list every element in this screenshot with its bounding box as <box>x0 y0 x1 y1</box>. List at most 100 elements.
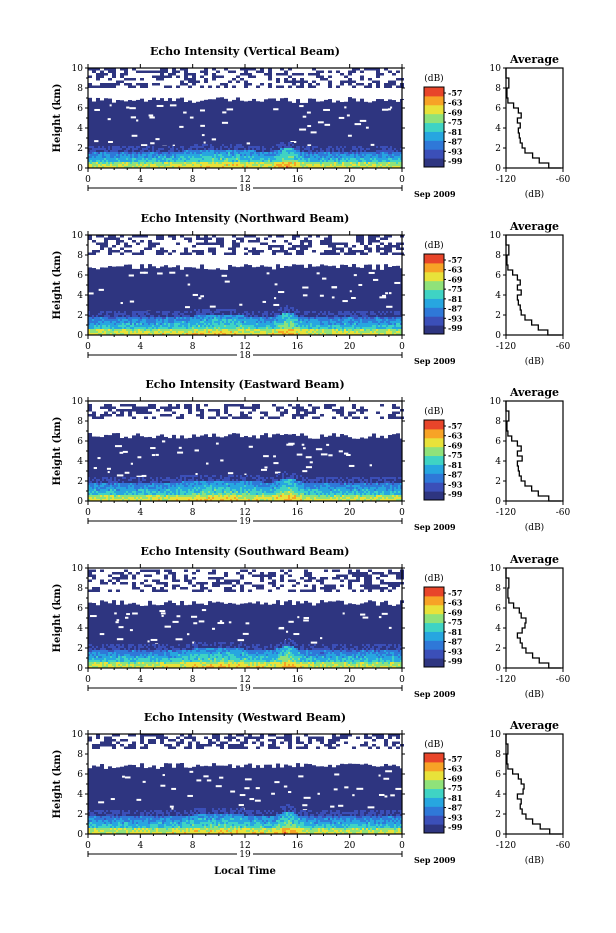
echo-cell <box>296 319 298 321</box>
echo-cell <box>296 404 300 407</box>
echo-cell <box>166 327 168 329</box>
echo-cell <box>300 317 302 319</box>
echo-cell <box>328 164 330 166</box>
echo-cell <box>204 331 206 333</box>
echo-cell <box>320 331 322 333</box>
echo-cell <box>302 331 304 333</box>
echo-cell <box>146 162 148 164</box>
echo-cell <box>170 319 172 321</box>
echo-cell <box>246 164 248 166</box>
echo-cell <box>182 329 184 331</box>
echo-cell <box>248 417 252 420</box>
echo-cell <box>234 327 236 329</box>
echo-cell <box>120 412 124 415</box>
echo-cell <box>308 325 310 327</box>
echo-cell <box>132 156 134 158</box>
echo-cell <box>228 309 230 311</box>
echo-cell <box>302 160 304 162</box>
echo-cell <box>284 144 286 146</box>
echo-cell <box>362 162 364 164</box>
echo-cell <box>228 248 232 251</box>
echo-cell <box>348 327 350 329</box>
echo-cell <box>252 156 254 158</box>
colorbar-tick-label: -75 <box>448 284 462 294</box>
echo-cell <box>132 404 136 407</box>
echo-cell <box>220 311 222 313</box>
echo-gap <box>176 436 180 438</box>
echo-cell <box>346 156 348 158</box>
echo-cell <box>222 156 224 158</box>
echo-gap <box>388 108 391 110</box>
echo-cell <box>178 146 180 148</box>
echo-cell <box>334 146 336 148</box>
echo-cell <box>308 158 310 160</box>
echo-cell <box>182 311 184 313</box>
echo-cell <box>344 317 346 319</box>
echo-cell <box>322 154 324 156</box>
echo-cell <box>194 317 196 319</box>
echo-cell <box>348 148 350 150</box>
echo-cell <box>90 158 92 160</box>
echo-cell <box>254 313 256 315</box>
echo-cell <box>182 321 184 323</box>
echo-cell <box>92 162 94 164</box>
echo-cell <box>148 162 150 164</box>
echo-cell <box>388 248 392 251</box>
echo-cell <box>328 313 330 315</box>
echo-cell <box>298 160 300 162</box>
echo-cell <box>192 317 194 319</box>
echo-cell <box>384 319 386 321</box>
echo-cell <box>312 156 314 158</box>
echo-cell <box>252 321 254 323</box>
echo-cell <box>254 329 256 331</box>
echo-cell <box>136 319 138 321</box>
echo-cell <box>298 146 300 148</box>
echo-cell <box>326 146 328 148</box>
echo-cell <box>156 311 158 313</box>
echo-cell <box>264 164 266 166</box>
echo-gap <box>149 116 154 118</box>
echo-cell <box>108 266 112 267</box>
echo-cell <box>122 311 124 313</box>
echo-cell <box>226 311 228 313</box>
echo-cell <box>160 78 164 81</box>
echo-cell <box>212 323 214 325</box>
echo-cell <box>186 315 188 317</box>
echo-cell <box>292 407 296 410</box>
echo-cell <box>206 311 208 313</box>
echo-cell <box>334 319 336 321</box>
echo-cell <box>112 164 114 166</box>
echo-gap <box>316 100 320 102</box>
echo-cell <box>356 315 358 317</box>
echo-cell <box>344 311 346 313</box>
echo-cell <box>310 323 312 325</box>
echo-cell <box>184 250 188 253</box>
echo-cell <box>252 317 254 319</box>
echo-cell <box>340 243 344 246</box>
echo-cell <box>222 325 224 327</box>
echo-cell <box>168 327 170 329</box>
echo-cell <box>176 417 180 420</box>
echo-cell <box>222 144 224 146</box>
echo-cell <box>218 319 220 321</box>
echo-cell <box>288 144 290 146</box>
echo-cell <box>396 86 400 89</box>
echo-cell <box>188 81 192 84</box>
echo-cell <box>100 83 104 86</box>
echo-cell <box>224 160 226 162</box>
echo-cell <box>306 148 308 150</box>
echo-cell <box>222 162 224 164</box>
echo-cell <box>184 73 188 76</box>
echo-cell <box>256 315 258 317</box>
echo-cell <box>238 321 240 323</box>
echo-cell <box>152 152 154 154</box>
echo-gap <box>124 436 128 437</box>
echo-cell <box>358 315 360 317</box>
echo-cell <box>156 71 160 74</box>
echo-cell <box>328 83 332 86</box>
echo-cell <box>294 323 296 325</box>
echo-cell <box>256 238 260 241</box>
echo-cell <box>300 152 302 154</box>
echo-cell <box>110 154 112 156</box>
echo-gap <box>132 135 138 137</box>
